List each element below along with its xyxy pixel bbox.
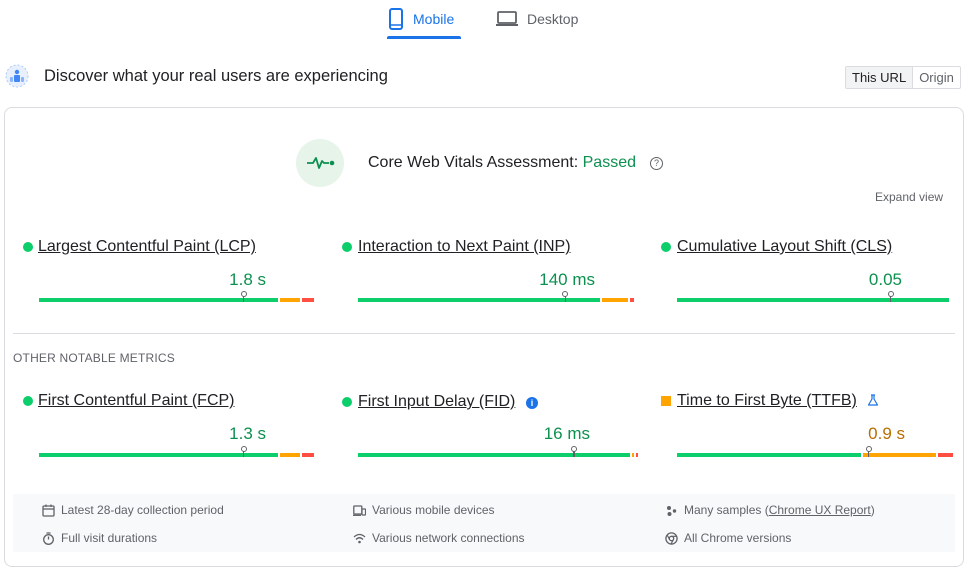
fcp-label[interactable]: First Contentful Paint (FCP) [38, 392, 235, 409]
p75-marker [887, 291, 894, 297]
chrome-icon [665, 531, 678, 545]
distribution-segment-good [39, 298, 278, 302]
distribution-segment-ni [602, 298, 628, 302]
expand-view-link[interactable]: Expand view [875, 190, 944, 204]
fid-status-dot [342, 397, 352, 407]
assessment-status: Passed [582, 154, 636, 171]
other-metrics-heading: OTHER NOTABLE METRICS [13, 351, 175, 365]
assessment-badge [296, 139, 344, 187]
lcp-distribution-bar [39, 291, 316, 302]
chrome-versions: All Chrome versions [665, 531, 791, 545]
p75-marker-stem [890, 296, 892, 302]
distribution-segment-ni [863, 453, 936, 457]
lcp-value: 1.8 s [229, 270, 266, 289]
distribution-segment-good [39, 453, 278, 457]
device-types-text: Various mobile devices [372, 503, 495, 517]
inp-status-dot [342, 242, 352, 252]
p75-marker [240, 291, 247, 297]
chrome-ux-report-link[interactable]: Chrome UX Report [768, 503, 871, 517]
assessment-text: Core Web Vitals Assessment: Passed [368, 154, 636, 172]
fcp-value: 1.3 s [229, 424, 266, 443]
fcp-distribution-bar [39, 446, 316, 457]
p75-marker-stem [573, 451, 575, 457]
collection-period-text: Latest 28-day collection period [61, 503, 224, 517]
cls-value: 0.05 [868, 270, 902, 289]
active-tab-indicator [387, 36, 461, 39]
distribution-segment-good [358, 453, 630, 457]
distribution-segment-poor [302, 453, 314, 457]
devices-icon [353, 504, 366, 516]
fid-distribution-bar [358, 446, 638, 457]
visit-durations: Full visit durations [42, 531, 157, 545]
p75-marker-stem [243, 451, 245, 457]
network-connections-text: Various network connections [372, 531, 525, 545]
info-icon[interactable]: i [526, 397, 538, 409]
people-icon [667, 505, 677, 516]
distribution-segment-poor [938, 453, 953, 457]
sample-source-text: Many samples (Chrome UX Report) [684, 503, 875, 517]
inp-value: 140 ms [539, 270, 595, 289]
device-types: Various mobile devices [353, 503, 495, 517]
p75-marker-stem [564, 296, 566, 302]
tab-desktop-label: Desktop [527, 11, 579, 27]
p75-marker [865, 446, 872, 452]
flask-icon [867, 394, 879, 406]
tab-mobile-label: Mobile [413, 11, 455, 27]
assessment-label: Core Web Vitals Assessment: [368, 154, 579, 171]
cls-distribution-bar [677, 291, 951, 302]
distribution-segment-good [677, 298, 949, 302]
p75-marker-stem [243, 296, 245, 302]
visit-durations-text: Full visit durations [61, 531, 158, 545]
field-data-card [4, 107, 964, 567]
p75-marker [562, 291, 569, 297]
cls-status-dot [661, 242, 671, 252]
lcp-label[interactable]: Largest Contentful Paint (LCP) [38, 238, 256, 255]
sample-suffix: ) [870, 503, 875, 517]
sample-prefix: Many samples ( [684, 503, 769, 517]
data-info-panel [13, 494, 955, 552]
crux-users-icon [5, 64, 29, 88]
p75-marker [571, 446, 578, 452]
laptop-icon [496, 11, 518, 26]
ttfb-distribution-bar [677, 446, 954, 457]
inp-distribution-bar [358, 291, 635, 302]
distribution-segment-ni [632, 453, 634, 457]
tab-desktop[interactable]: Desktop [496, 0, 596, 38]
wifi-icon [353, 533, 366, 543]
tab-mobile[interactable]: Mobile [388, 0, 460, 38]
stopwatch-icon [43, 531, 54, 545]
fid-value: 16 ms [543, 424, 590, 443]
p75-marker [240, 446, 247, 452]
distribution-segment-poor [636, 453, 638, 457]
lcp-status-dot [23, 242, 33, 252]
ttfb-label[interactable]: Time to First Byte (TTFB) [677, 392, 857, 409]
chrome-versions-text: All Chrome versions [684, 531, 792, 545]
inp-label[interactable]: Interaction to Next Paint (INP) [358, 238, 571, 255]
network-connections: Various network connections [353, 531, 525, 545]
distribution-segment-good [677, 453, 861, 457]
ttfb-value: 0.9 s [868, 424, 905, 443]
section-divider [13, 333, 955, 334]
p75-marker-stem [867, 451, 870, 457]
fcp-status-dot [23, 396, 33, 406]
mobile-phone-icon [389, 8, 403, 30]
help-icon[interactable]: ? [650, 157, 663, 170]
device-tabs: Mobile Desktop [0, 0, 967, 40]
toggle-origin[interactable]: Origin [919, 70, 954, 85]
distribution-segment-ni [280, 298, 300, 302]
heartbeat-icon [307, 157, 335, 169]
ttfb-status-square [661, 396, 671, 406]
distribution-segment-poor [630, 298, 634, 302]
calendar-icon [42, 504, 55, 517]
toggle-this-url[interactable]: This URL [846, 67, 914, 88]
collection-period: Latest 28-day collection period [42, 503, 224, 517]
section-title: Discover what your real users are experi… [44, 67, 388, 85]
distribution-segment-poor [302, 298, 314, 302]
url-origin-toggle: This URL Origin [845, 66, 961, 89]
sample-source: Many samples (Chrome UX Report) [665, 503, 875, 517]
cls-label[interactable]: Cumulative Layout Shift (CLS) [677, 238, 893, 255]
distribution-segment-good [358, 298, 600, 302]
distribution-segment-ni [280, 453, 300, 457]
fid-label[interactable]: First Input Delay (FID) [358, 393, 516, 410]
